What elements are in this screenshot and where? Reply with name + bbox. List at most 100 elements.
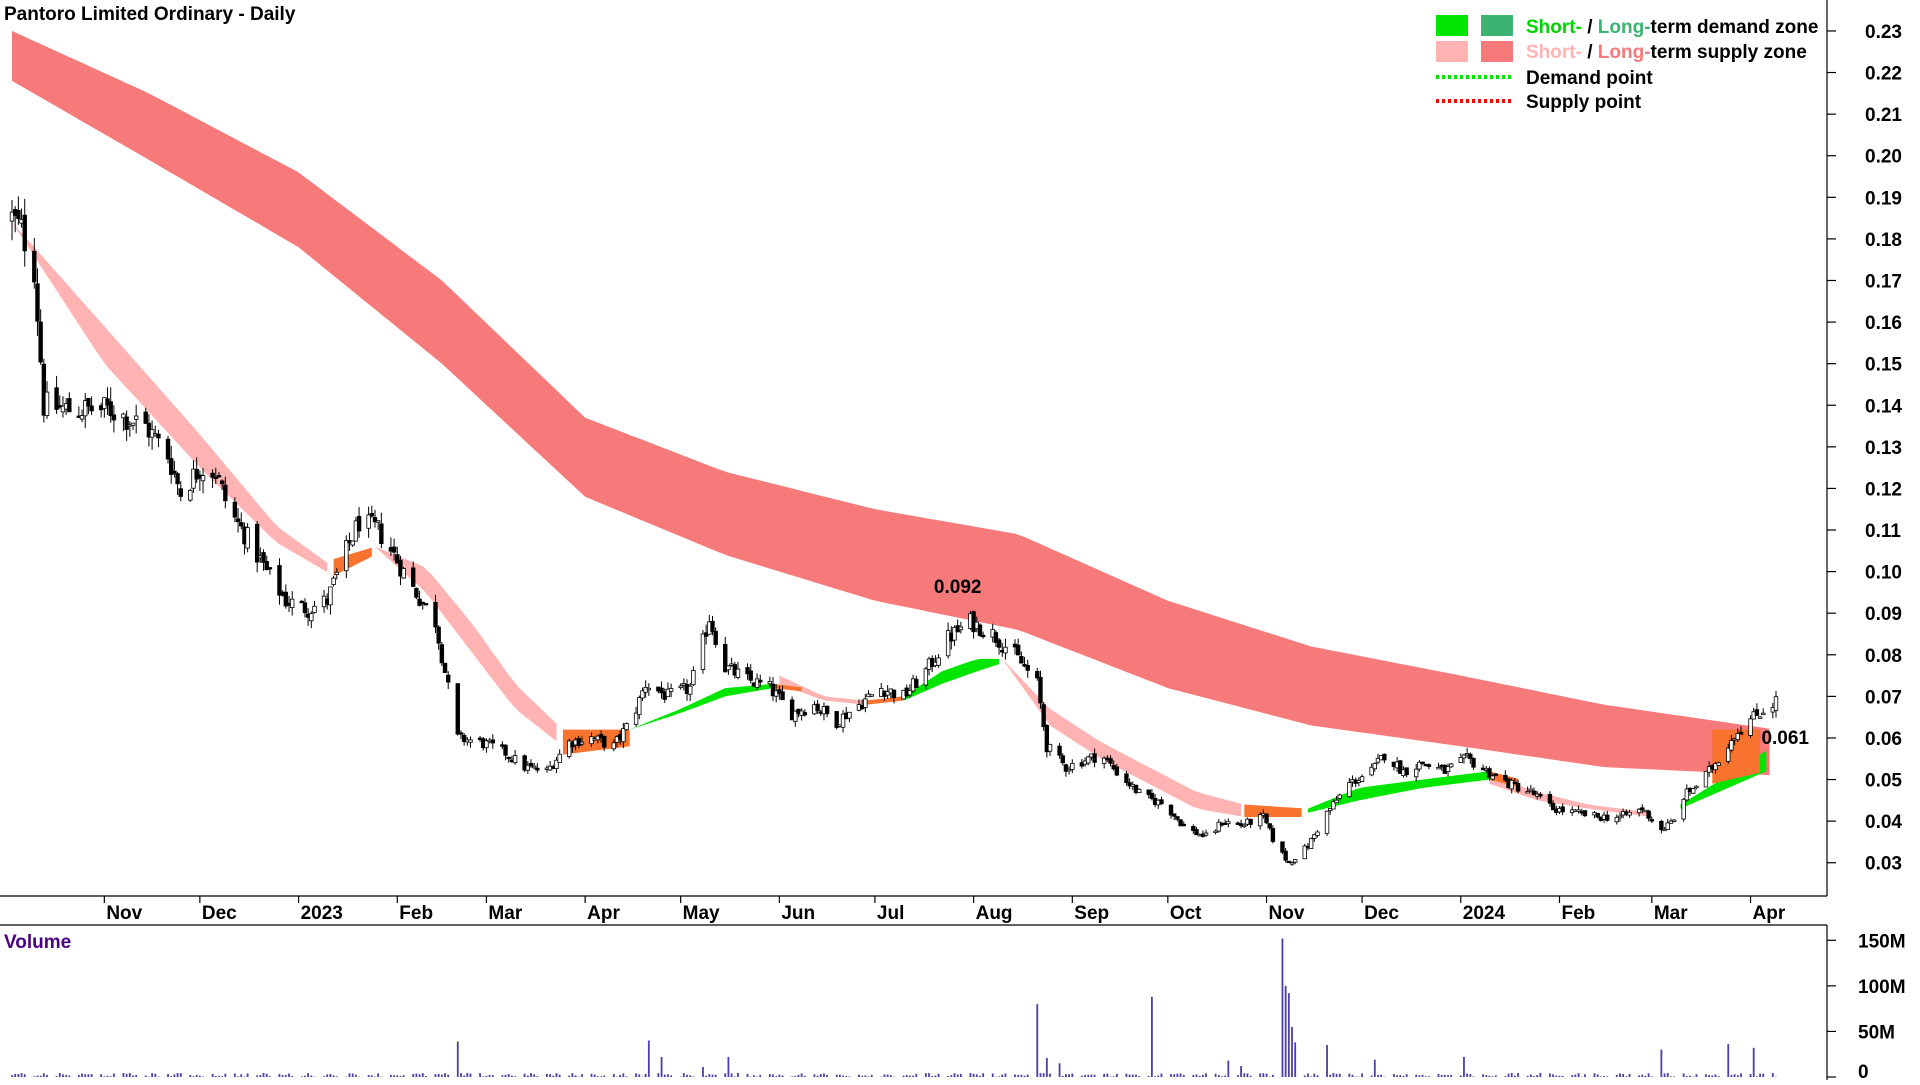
volume-bar bbox=[552, 1076, 554, 1077]
price-bar bbox=[157, 430, 161, 447]
volume-bar bbox=[979, 1076, 981, 1077]
volume-bar bbox=[1399, 1075, 1401, 1077]
volume-title: Volume bbox=[4, 932, 71, 953]
volume-bar bbox=[323, 1076, 325, 1077]
volume-bar bbox=[400, 1076, 402, 1077]
price-bar bbox=[1309, 837, 1313, 848]
volume-bar bbox=[88, 1074, 90, 1077]
price-bar bbox=[1666, 819, 1670, 830]
volume-bar bbox=[1352, 1075, 1354, 1077]
price-tick-label: 0.23 bbox=[1865, 22, 1902, 43]
volume-bar bbox=[1578, 1073, 1580, 1077]
volume-bar bbox=[355, 1075, 357, 1077]
volume-bar bbox=[21, 1073, 23, 1077]
volume-bar bbox=[864, 1075, 866, 1077]
volume-bar bbox=[470, 1074, 472, 1077]
volume-bar bbox=[167, 1074, 169, 1077]
volume-bar bbox=[266, 1074, 268, 1077]
volume-bar bbox=[1199, 1076, 1201, 1077]
volume-bar bbox=[330, 1074, 332, 1077]
volume-bar bbox=[196, 1075, 198, 1077]
volume-bar bbox=[533, 1074, 535, 1077]
volume-bar bbox=[107, 1076, 109, 1077]
volume-bar bbox=[123, 1073, 125, 1077]
volume-bar bbox=[1224, 1076, 1226, 1077]
volume-bar bbox=[1116, 1074, 1118, 1077]
volume-bar bbox=[536, 1076, 538, 1077]
volume-bar bbox=[1415, 1075, 1417, 1077]
volume-bar bbox=[1014, 1075, 1016, 1077]
annotation-label-0: 0.092 bbox=[934, 577, 982, 598]
volume-bar bbox=[1667, 1073, 1669, 1077]
price-bar bbox=[1755, 703, 1759, 716]
price-bar bbox=[380, 513, 384, 549]
price-bar bbox=[290, 591, 294, 615]
volume-bar bbox=[820, 1074, 822, 1077]
price-bar bbox=[23, 199, 27, 267]
volume-bar bbox=[1418, 1075, 1420, 1077]
price-bar bbox=[1774, 691, 1778, 718]
volume-bar bbox=[1469, 1074, 1471, 1077]
date-tick-label: Jul bbox=[877, 903, 904, 924]
volume-bar bbox=[1068, 1074, 1070, 1077]
volume-bar bbox=[708, 1074, 710, 1077]
volume-bar bbox=[1695, 1074, 1697, 1077]
date-tick-label: Sep bbox=[1074, 903, 1109, 924]
volume-bars bbox=[11, 938, 1777, 1077]
volume-bar bbox=[419, 1074, 421, 1077]
price-bar bbox=[1472, 757, 1476, 769]
volume-bar bbox=[1466, 1074, 1468, 1077]
volume-bar bbox=[33, 1076, 35, 1077]
volume-bar bbox=[938, 1074, 940, 1077]
price-axis: 0.230.220.210.200.190.180.170.160.150.14… bbox=[1827, 0, 1902, 896]
volume-bar bbox=[648, 1041, 650, 1077]
price-bar bbox=[1682, 798, 1686, 822]
volume-bar bbox=[782, 1075, 784, 1077]
price-bar bbox=[367, 507, 371, 538]
volume-bar bbox=[890, 1075, 892, 1077]
volume-bar bbox=[177, 1073, 179, 1077]
volume-bar bbox=[447, 1075, 449, 1077]
price-bar bbox=[1045, 724, 1049, 757]
volume-bar bbox=[1670, 1076, 1672, 1077]
volume-bar bbox=[285, 1075, 287, 1077]
volume-bar bbox=[1718, 1076, 1720, 1077]
volume-bar bbox=[1205, 1073, 1207, 1077]
price-bar bbox=[443, 663, 447, 673]
volume-bar bbox=[626, 1076, 628, 1077]
price-bar bbox=[1605, 811, 1609, 822]
volume-bar bbox=[794, 1076, 796, 1077]
legend-short-demand-swatch bbox=[1436, 15, 1468, 36]
volume-bar bbox=[1221, 1076, 1223, 1077]
volume-bar bbox=[858, 1075, 860, 1077]
volume-bar bbox=[37, 1076, 39, 1077]
volume-bar bbox=[1756, 1076, 1758, 1077]
volume-bar bbox=[1154, 1076, 1156, 1077]
volume-bar bbox=[524, 1074, 526, 1077]
volume-bar bbox=[390, 1075, 392, 1077]
volume-bar bbox=[1450, 1075, 1452, 1077]
volume-bar bbox=[282, 1075, 284, 1077]
volume-bar bbox=[1339, 1074, 1341, 1077]
volume-bar bbox=[1508, 1074, 1510, 1077]
legend-demand-sep: / bbox=[1582, 17, 1598, 38]
volume-bar bbox=[836, 1075, 838, 1077]
price-bar bbox=[424, 603, 428, 605]
volume-bar bbox=[1514, 1076, 1516, 1077]
volume-bar bbox=[212, 1074, 214, 1077]
price-bar bbox=[558, 749, 562, 762]
volume-bar bbox=[1759, 1074, 1761, 1077]
volume-bar bbox=[1705, 1074, 1707, 1077]
overlap-band-4 bbox=[1244, 805, 1301, 818]
volume-bar bbox=[635, 1073, 637, 1077]
price-tick-label: 0.10 bbox=[1865, 563, 1902, 584]
volume-bar bbox=[336, 1076, 338, 1077]
volume-bar bbox=[1552, 1074, 1554, 1077]
price-bar bbox=[55, 376, 59, 414]
volume-bar bbox=[804, 1076, 806, 1077]
volume-bar bbox=[1660, 1050, 1662, 1077]
volume-bar bbox=[505, 1075, 507, 1077]
volume-bar bbox=[600, 1076, 602, 1077]
date-tick-label: Feb bbox=[399, 903, 433, 924]
